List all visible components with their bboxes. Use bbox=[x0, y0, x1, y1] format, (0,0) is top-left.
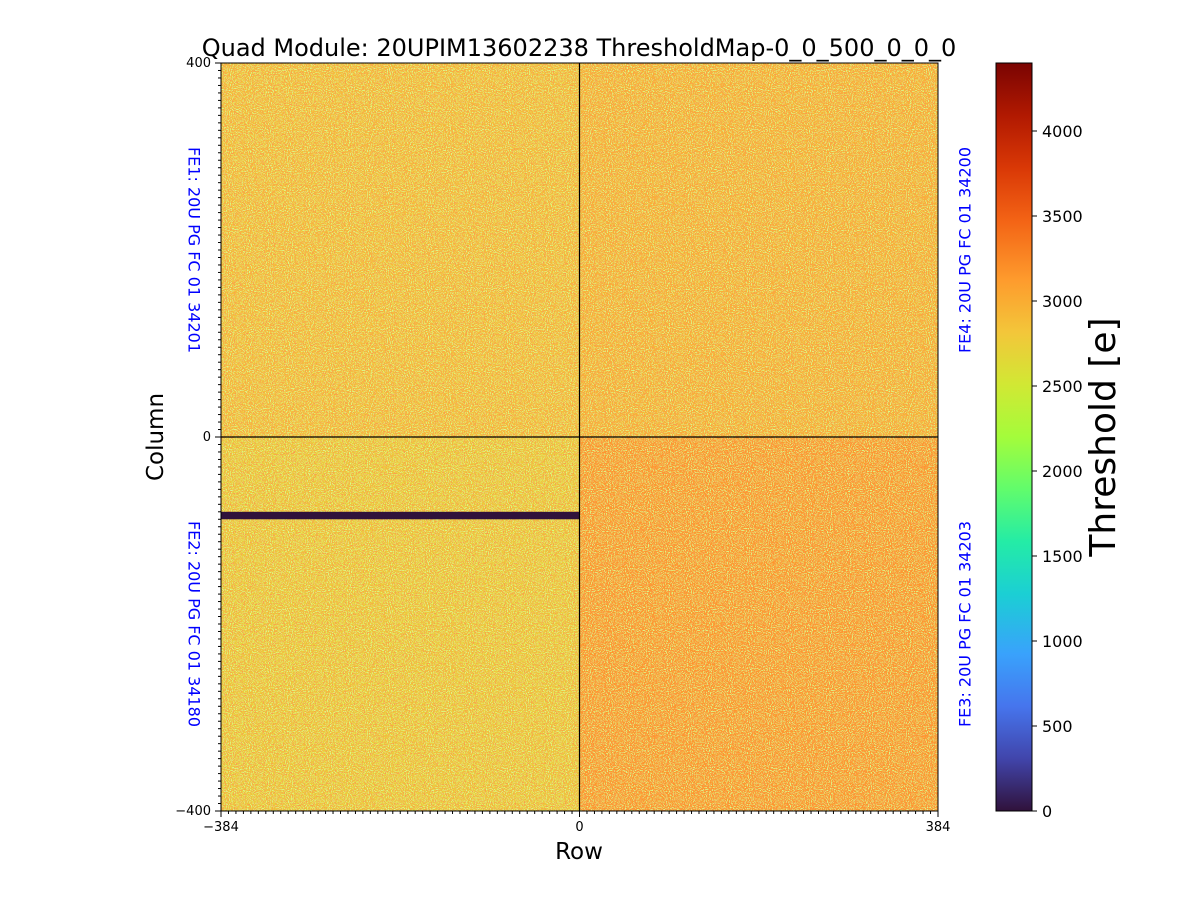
colorbar-tick-label-3500: 3500 bbox=[1042, 207, 1083, 226]
y-axis-label: Column bbox=[143, 393, 169, 481]
colorbar-label: Threshold [e] bbox=[1083, 317, 1124, 557]
colorbar-tick-label-0: 0 bbox=[1042, 802, 1052, 821]
x-tick-label-max: 384 bbox=[926, 820, 951, 835]
colorbar-gradient bbox=[995, 62, 1033, 812]
y-tick-label-zero: 0 bbox=[203, 430, 211, 445]
minor-ticks bbox=[215, 62, 939, 817]
fe4-label: FE4: 20U PG FC 01 34200 bbox=[956, 147, 975, 353]
x-axis-label: Row bbox=[555, 839, 603, 865]
colorbar-tick-label-2000: 2000 bbox=[1042, 462, 1083, 481]
fe2-label: FE2: 20U PG FC 01 34180 bbox=[185, 521, 204, 727]
x-tick-label-min: −384 bbox=[203, 820, 239, 835]
fe3-label: FE3: 20U PG FC 01 34203 bbox=[956, 521, 975, 727]
x-axis: −384 0 384 bbox=[203, 820, 950, 835]
x-tick-label-zero: 0 bbox=[575, 820, 583, 835]
colorbar-ticks: 0 500 1000 1500 2000 2500 3000 3500 4000 bbox=[1032, 122, 1083, 821]
y-tick-label-min: −400 bbox=[175, 804, 211, 819]
colorbar-tick-label-3000: 3000 bbox=[1042, 292, 1083, 311]
chart-title: Quad Module: 20UPIM13602238 ThresholdMap… bbox=[202, 34, 957, 62]
colorbar-tick-label-1500: 1500 bbox=[1042, 547, 1083, 566]
fe1-label: FE1: 20U PG FC 01 34201 bbox=[185, 147, 204, 353]
colorbar-tick-label-1000: 1000 bbox=[1042, 632, 1083, 651]
dead-region-band bbox=[221, 511, 580, 520]
colorbar-tick-label-4000: 4000 bbox=[1042, 122, 1083, 141]
colorbar-tick-label-500: 500 bbox=[1042, 717, 1073, 736]
y-tick-label-max: 400 bbox=[186, 56, 211, 71]
y-axis: −400 0 400 bbox=[175, 56, 211, 819]
heatmap-area bbox=[220, 62, 939, 812]
colorbar-tick-label-2500: 2500 bbox=[1042, 377, 1083, 396]
colorbar: 0 500 1000 1500 2000 2500 3000 3500 4000… bbox=[995, 62, 1124, 821]
